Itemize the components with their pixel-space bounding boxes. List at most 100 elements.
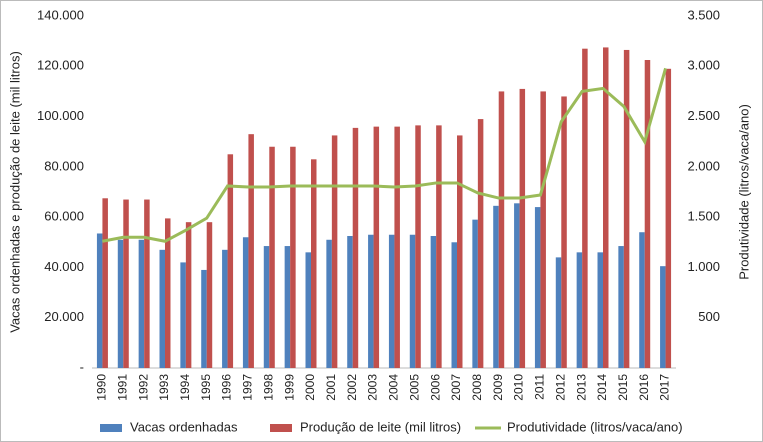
bar bbox=[534, 207, 541, 368]
bar bbox=[597, 252, 603, 368]
y2-axis-title: Produtividade (litros/vaca/ano) bbox=[736, 104, 751, 280]
bar bbox=[248, 134, 254, 368]
bar bbox=[498, 91, 505, 368]
x-tick-label: 2015 bbox=[616, 374, 630, 401]
x-tick-label: 1990 bbox=[95, 374, 109, 401]
bar bbox=[138, 239, 145, 368]
x-tick-label: 2012 bbox=[553, 374, 567, 401]
x-tick-label: 1999 bbox=[282, 374, 296, 401]
x-tick-label: 2001 bbox=[324, 374, 338, 401]
y2-tick-label: 2.000 bbox=[687, 158, 720, 173]
bar bbox=[201, 269, 207, 368]
bar bbox=[555, 257, 562, 368]
bar bbox=[472, 219, 478, 368]
y2-tick-label: 1.500 bbox=[687, 209, 720, 224]
x-tick-label: 2006 bbox=[428, 374, 442, 401]
x-tick-label: 1995 bbox=[199, 374, 213, 401]
y-tick-label: 40.000 bbox=[44, 259, 84, 274]
bar bbox=[165, 218, 171, 368]
bar bbox=[576, 252, 583, 368]
y-tick-label: 100.000 bbox=[37, 108, 84, 123]
x-tick-label: 2003 bbox=[366, 374, 380, 401]
bar bbox=[639, 232, 645, 368]
bar bbox=[117, 239, 124, 368]
bar bbox=[665, 68, 672, 369]
x-tick-label: 2000 bbox=[303, 374, 317, 401]
bar bbox=[603, 47, 609, 369]
bar bbox=[388, 234, 395, 368]
x-tick-label: 1997 bbox=[241, 374, 255, 401]
bar bbox=[409, 234, 416, 368]
x-tick-label: 1998 bbox=[261, 374, 275, 401]
bar bbox=[430, 236, 437, 368]
x-tick-label: 2009 bbox=[491, 374, 505, 401]
bar bbox=[457, 135, 463, 368]
bar bbox=[331, 135, 338, 368]
bar bbox=[493, 205, 499, 368]
bar bbox=[269, 146, 275, 368]
bar bbox=[311, 159, 317, 368]
bar bbox=[394, 126, 400, 368]
bar bbox=[352, 127, 359, 368]
x-tick-label: 1996 bbox=[220, 374, 234, 401]
bar bbox=[96, 233, 103, 368]
line bbox=[102, 67, 668, 243]
y-tick-label: 140.000 bbox=[37, 7, 84, 22]
bar bbox=[373, 126, 380, 368]
bar bbox=[222, 249, 228, 368]
legend-label: Produtividade (litros/vaca/ano) bbox=[507, 419, 683, 434]
bar bbox=[185, 222, 192, 368]
bar bbox=[451, 242, 457, 368]
bar bbox=[660, 266, 666, 368]
bar bbox=[263, 246, 270, 368]
y-axis-title: Vacas ordenhadas e produção de leite (mi… bbox=[7, 51, 22, 333]
bar bbox=[305, 252, 311, 368]
y2-tick-label: 2.500 bbox=[687, 108, 720, 123]
bar bbox=[347, 236, 353, 368]
x-tick-label: 1991 bbox=[115, 374, 129, 401]
bar bbox=[540, 91, 546, 368]
legend-label: Produção de leite (mil litros) bbox=[300, 419, 461, 434]
x-tick-label: 2013 bbox=[574, 374, 588, 401]
bar bbox=[290, 146, 296, 368]
x-tick-label: 2010 bbox=[512, 374, 526, 401]
bar bbox=[206, 222, 213, 368]
bar bbox=[436, 125, 442, 368]
x-tick-label: 2011 bbox=[533, 374, 547, 400]
legend-swatch bbox=[100, 424, 122, 432]
bar bbox=[326, 239, 332, 368]
bar bbox=[623, 49, 630, 368]
legend-swatch bbox=[270, 424, 292, 432]
bar bbox=[227, 154, 234, 368]
x-tick-label: 1993 bbox=[157, 374, 171, 401]
bar bbox=[284, 246, 291, 368]
x-tick-label: 2014 bbox=[595, 374, 609, 401]
x-tick-label: 2017 bbox=[658, 374, 672, 401]
y2-tick-label: 1.000 bbox=[687, 259, 720, 274]
x-tick-label: 2002 bbox=[345, 374, 359, 401]
y2-tick-label: 3.500 bbox=[687, 7, 720, 22]
x-tick-label: 2008 bbox=[470, 374, 484, 401]
bar bbox=[618, 246, 624, 368]
x-tick-label: 2016 bbox=[637, 374, 651, 401]
y-tick-label: - bbox=[80, 359, 84, 374]
x-tick-label: 2005 bbox=[407, 374, 421, 401]
y2-tick-label: 3.000 bbox=[687, 58, 720, 73]
bar bbox=[582, 48, 588, 368]
bar bbox=[144, 199, 150, 368]
bar bbox=[123, 199, 129, 368]
bar bbox=[644, 60, 651, 368]
bar bbox=[477, 119, 484, 368]
bar bbox=[102, 198, 108, 368]
legend-label: Vacas ordenhadas bbox=[130, 419, 238, 434]
bar bbox=[242, 237, 249, 368]
x-tick-label: 2004 bbox=[387, 374, 401, 401]
x-tick-label: 1992 bbox=[136, 374, 150, 401]
y-tick-label: 120.000 bbox=[37, 58, 84, 73]
x-tick-label: 1994 bbox=[178, 374, 192, 401]
bar bbox=[415, 125, 421, 368]
bar bbox=[180, 262, 186, 368]
y-tick-label: 80.000 bbox=[44, 158, 84, 173]
bar bbox=[368, 234, 374, 368]
